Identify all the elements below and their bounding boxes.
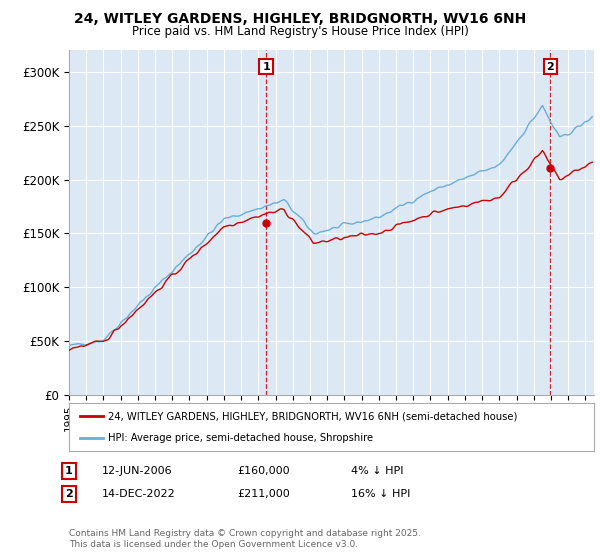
Text: 12-JUN-2006: 12-JUN-2006 — [102, 466, 173, 476]
Text: 2: 2 — [65, 489, 73, 499]
Text: £160,000: £160,000 — [237, 466, 290, 476]
Text: Price paid vs. HM Land Registry's House Price Index (HPI): Price paid vs. HM Land Registry's House … — [131, 25, 469, 38]
Text: Contains HM Land Registry data © Crown copyright and database right 2025.
This d: Contains HM Land Registry data © Crown c… — [69, 529, 421, 549]
Text: 16% ↓ HPI: 16% ↓ HPI — [351, 489, 410, 499]
Text: 24, WITLEY GARDENS, HIGHLEY, BRIDGNORTH, WV16 6NH (semi-detached house): 24, WITLEY GARDENS, HIGHLEY, BRIDGNORTH,… — [109, 411, 518, 421]
Text: 2: 2 — [547, 62, 554, 72]
Text: 4% ↓ HPI: 4% ↓ HPI — [351, 466, 404, 476]
Text: 1: 1 — [65, 466, 73, 476]
Text: 1: 1 — [262, 62, 270, 72]
Text: HPI: Average price, semi-detached house, Shropshire: HPI: Average price, semi-detached house,… — [109, 433, 373, 443]
Text: 14-DEC-2022: 14-DEC-2022 — [102, 489, 176, 499]
Text: £211,000: £211,000 — [237, 489, 290, 499]
Text: 24, WITLEY GARDENS, HIGHLEY, BRIDGNORTH, WV16 6NH: 24, WITLEY GARDENS, HIGHLEY, BRIDGNORTH,… — [74, 12, 526, 26]
